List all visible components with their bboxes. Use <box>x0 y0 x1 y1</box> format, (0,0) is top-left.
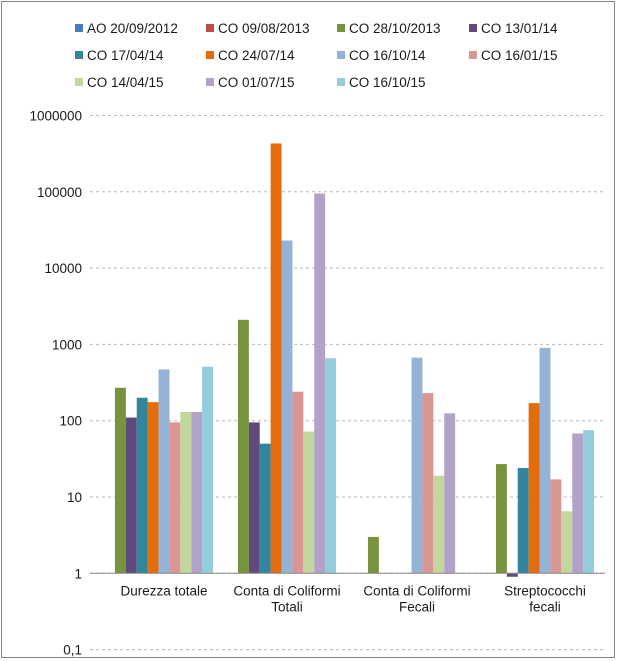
legend-label: CO 28/10/2013 <box>349 21 441 36</box>
y-tick-label: 1 <box>74 566 82 581</box>
legend-label: AO 20/09/2012 <box>87 21 178 36</box>
legend-label: CO 01/07/15 <box>218 75 295 90</box>
bar-co-14-04-15-durezza-totale <box>180 412 192 574</box>
bar-co-16-10-15-conta-di-coliformi-totali <box>325 358 337 574</box>
bar-co-17-04-14-streptococchi-fecali <box>517 467 529 574</box>
bar-co-17-04-14-conta-di-coliformi-totali <box>259 443 271 574</box>
bar-co-16-01-15-conta-di-coliformi-totali <box>292 391 304 574</box>
y-axis-ticks: 1000000 100000 10000 1000 100 10 1 0,1 <box>29 109 82 658</box>
legend-item-co-13-01-14: CO 13/01/14 <box>469 21 558 36</box>
bar-co-16-01-15-durezza-totale <box>169 422 181 574</box>
legend-label: CO 16/10/14 <box>349 48 426 63</box>
bar-co-16-10-15-durezza-totale <box>202 366 214 574</box>
legend-swatch <box>337 24 345 32</box>
bar-co-16-01-15-conta-di-coliformi-fecali <box>422 393 434 574</box>
legend-label: CO 16/01/15 <box>481 48 558 63</box>
bar-co-01-07-15-streptococchi-fecali <box>572 433 584 574</box>
category-label-conta-di-coliformi-fecali: Conta di Coliformi Fecali <box>363 583 470 614</box>
y-tick-label: 10 <box>67 490 82 505</box>
legend-item-co-16-01-15: CO 16/01/15 <box>469 48 558 63</box>
legend-item-co-16-10-14: CO 16/10/14 <box>337 48 426 63</box>
bar-co-13-01-14-conta-di-coliformi-totali <box>248 422 260 574</box>
bar-co-14-04-15-streptococchi-fecali <box>561 511 573 574</box>
y-tick-label: 1000 <box>52 337 82 352</box>
bar-co-24-07-14-durezza-totale <box>147 402 159 574</box>
legend-item-co-16-10-15: CO 16/10/15 <box>337 75 426 90</box>
bar-co-16-10-14-conta-di-coliformi-totali <box>281 240 293 574</box>
y-tick-label: 100000 <box>37 185 82 200</box>
legend-label: CO 24/07/14 <box>218 48 295 63</box>
bar-co-24-07-14-conta-di-coliformi-totali <box>270 143 282 574</box>
legend-label: CO 16/10/15 <box>349 75 426 90</box>
bar-co-28-10-2013-conta-di-coliformi-fecali <box>367 536 379 574</box>
legend-swatch <box>337 51 345 59</box>
bar-co-24-07-14-streptococchi-fecali <box>528 403 540 574</box>
y-tick-label: 100 <box>59 414 82 429</box>
bar-co-13-01-14-streptococchi-fecali <box>506 573 518 577</box>
legend-swatch <box>469 51 477 59</box>
category-label-conta-di-coliformi-totali: Conta di Coliformi Totali <box>233 583 340 614</box>
legend-label: CO 13/01/14 <box>481 21 558 36</box>
y-tick-label: 10000 <box>44 261 82 276</box>
legend-item-co-09-08-2013: CO 09/08/2013 <box>206 21 310 36</box>
bar-co-16-10-14-streptococchi-fecali <box>539 347 551 574</box>
bar-co-16-10-14-conta-di-coliformi-fecali <box>411 357 423 574</box>
legend-item-co-28-10-2013: CO 28/10/2013 <box>337 21 441 36</box>
bar-co-28-10-2013-durezza-totale <box>114 387 126 574</box>
category-label-durezza-totale: Durezza totale <box>120 583 207 598</box>
bar-co-17-04-14-durezza-totale <box>136 397 148 574</box>
bar-co-16-10-14-durezza-totale <box>158 369 170 574</box>
legend-label: CO 14/04/15 <box>87 75 164 90</box>
legend-swatch <box>75 51 83 59</box>
bar-co-13-01-14-durezza-totale <box>125 417 137 574</box>
legend-item-co-14-04-15: CO 14/04/15 <box>75 75 164 90</box>
legend-swatch <box>337 78 345 86</box>
legend-item-co-24-07-14: CO 24/07/14 <box>206 48 295 63</box>
legend-swatch <box>75 24 83 32</box>
bar-co-16-10-15-streptococchi-fecali <box>583 430 595 574</box>
category-label-streptococchi-fecali: Streptococchi fecali <box>504 583 586 614</box>
legend-label: CO 17/04/14 <box>87 48 164 63</box>
bar-co-14-04-15-conta-di-coliformi-totali <box>303 431 315 574</box>
bar-co-01-07-15-conta-di-coliformi-fecali <box>444 413 456 574</box>
bar-co-14-04-15-conta-di-coliformi-fecali <box>433 475 445 574</box>
legend-swatch <box>206 24 214 32</box>
legend-swatch <box>206 78 214 86</box>
bar-co-01-07-15-durezza-totale <box>191 412 203 574</box>
legend-label: CO 09/08/2013 <box>218 21 310 36</box>
bar-co-28-10-2013-conta-di-coliformi-totali <box>237 319 249 574</box>
legend-swatch <box>75 78 83 86</box>
legend-item-co-01-07-15: CO 01/07/15 <box>206 75 295 90</box>
legend-item-co-17-04-14: CO 17/04/14 <box>75 48 164 63</box>
y-tick-label: 0,1 <box>63 643 82 658</box>
bar-co-16-01-15-streptococchi-fecali <box>550 479 562 574</box>
legend: AO 20/09/2012 CO 09/08/2013 CO 28/10/2013 C… <box>75 21 558 90</box>
bar-co-28-10-2013-streptococchi-fecali <box>495 464 507 574</box>
bar-co-01-07-15-conta-di-coliformi-totali <box>314 193 326 574</box>
x-axis-categories: Durezza totale Conta di Coliformi Totali Co… <box>120 583 585 614</box>
legend-swatch <box>206 51 214 59</box>
legend-item-ao-20-09-2012: AO 20/09/2012 <box>75 21 178 36</box>
bars <box>114 143 595 577</box>
y-tick-label: 1000000 <box>29 109 82 124</box>
legend-swatch <box>469 24 477 32</box>
